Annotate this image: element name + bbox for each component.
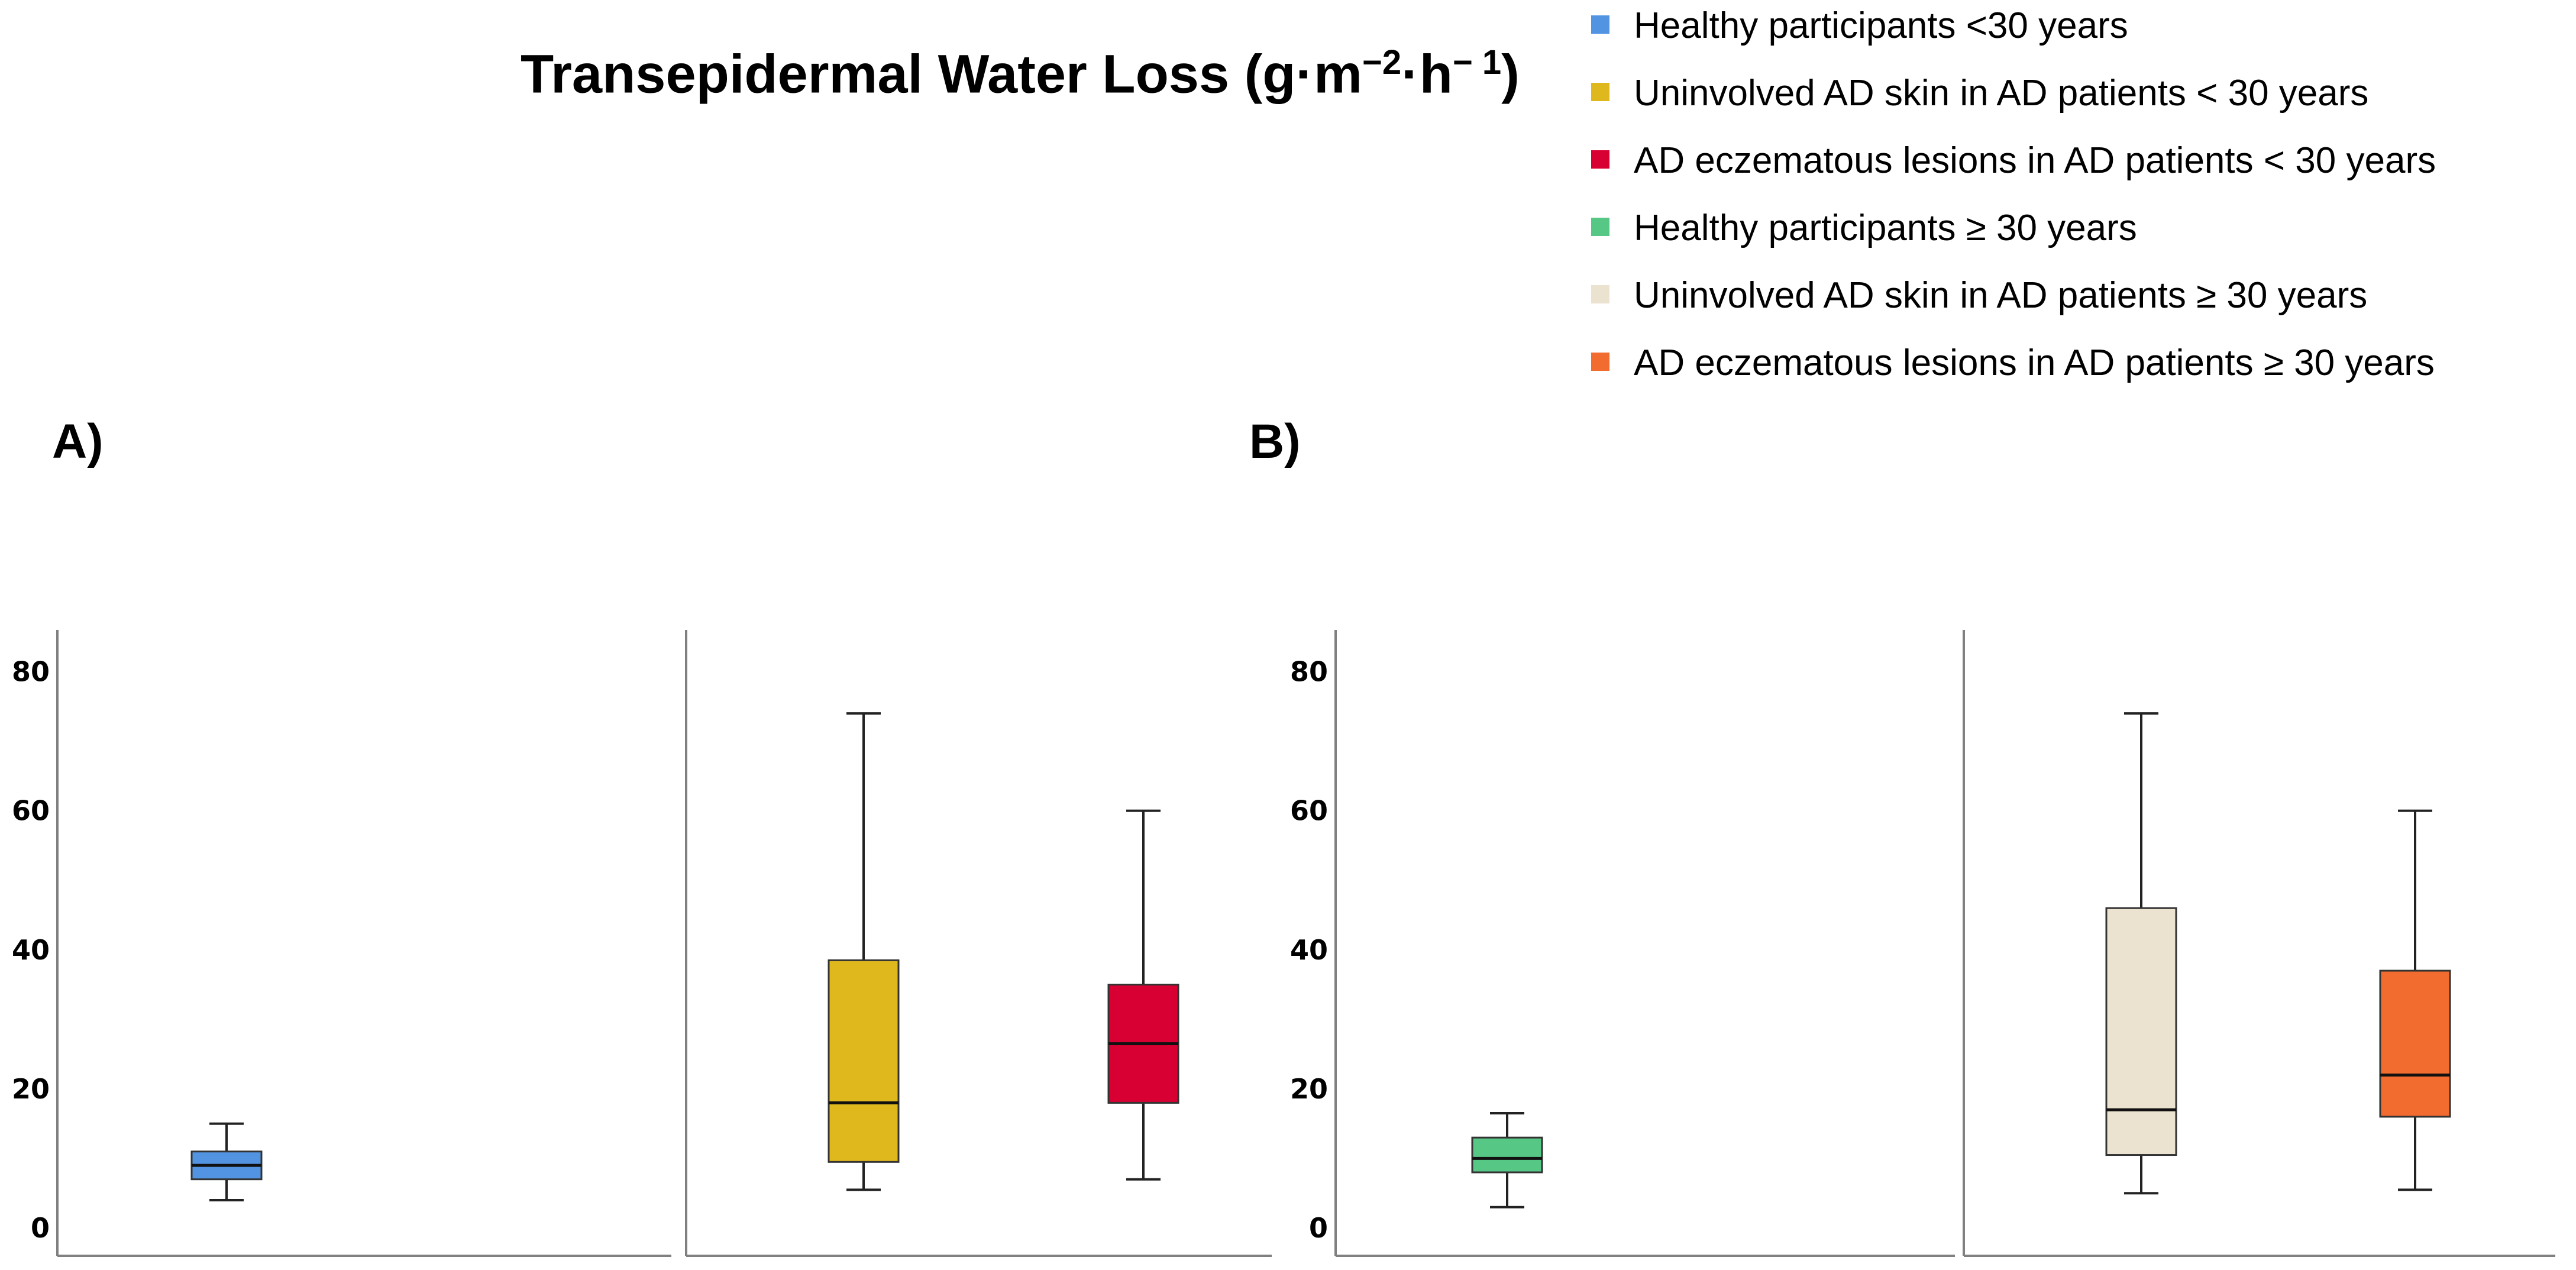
legend-label: Healthy participants <30 years — [1634, 5, 2128, 46]
y-tick-label: 80 — [12, 656, 50, 688]
y-tick-label: 60 — [12, 795, 50, 827]
legend-swatch — [1591, 218, 1609, 236]
box-iqr — [2379, 970, 2451, 1118]
legend-label: AD eczematous lesions in AD patients ≥ 3… — [1634, 342, 2435, 383]
legend-swatch — [1591, 15, 1609, 34]
legend-label: Uninvolved AD skin in AD patients ≥ 30 y… — [1634, 275, 2368, 316]
legend-swatch — [1591, 150, 1609, 169]
legend-swatch — [1591, 285, 1609, 303]
y-tick-label: 40 — [1290, 934, 1328, 966]
y-tick-label: 20 — [12, 1073, 50, 1105]
y-tick-label: 40 — [12, 934, 50, 966]
y-tick-label: 60 — [1290, 795, 1328, 827]
y-tick-label: 80 — [1290, 656, 1328, 688]
panel-label-b: B) — [1249, 415, 1301, 468]
box-iqr — [1471, 1136, 1543, 1174]
y-tick-label: 0 — [31, 1212, 50, 1244]
y-tick-label: 0 — [1309, 1212, 1328, 1244]
legend-swatch — [1591, 83, 1609, 101]
legend-label: Uninvolved AD skin in AD patients < 30 y… — [1634, 73, 2369, 114]
chart-title: Transepidermal Water Loss (g·m−2·h− 1) — [521, 43, 1520, 105]
legend-label: Healthy participants ≥ 30 years — [1634, 208, 2137, 248]
y-tick-label: 20 — [1290, 1073, 1328, 1105]
legend-label: AD eczematous lesions in AD patients < 3… — [1634, 140, 2436, 181]
panel-label-a: A) — [52, 415, 104, 468]
box-iqr — [828, 959, 900, 1163]
legend-swatch — [1591, 353, 1609, 371]
box-iqr — [2105, 907, 2177, 1156]
